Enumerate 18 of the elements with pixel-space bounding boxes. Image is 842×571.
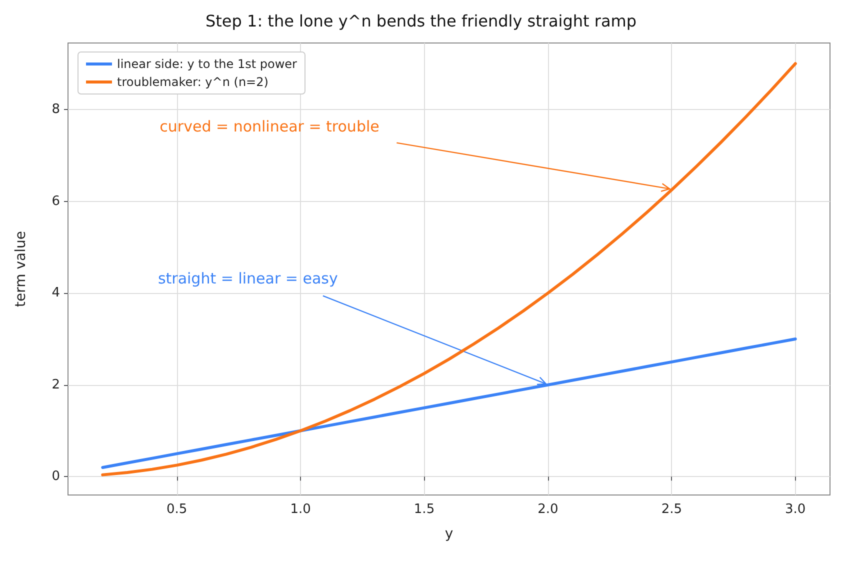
legend-label: troublemaker: y^n (n=2): [117, 75, 268, 89]
x-tick-label: 1.0: [290, 502, 311, 517]
chart-title: Step 1: the lone y^n bends the friendly straight ramp: [206, 12, 636, 30]
x-tick-label: 2.5: [661, 502, 682, 517]
legend-label: linear side: y to the 1st power: [117, 57, 298, 71]
annotation: straight = linear = easy: [158, 269, 338, 288]
annotation: curved = nonlinear = trouble: [160, 117, 380, 136]
y-tick-label: 0: [52, 469, 60, 484]
y-tick-label: 6: [52, 194, 60, 209]
y-tick-label: 4: [52, 286, 60, 301]
x-tick-label: 3.0: [785, 502, 806, 517]
y-tick-label: 2: [52, 377, 60, 392]
x-tick-label: 0.5: [166, 502, 188, 517]
y-axis-title: term value: [13, 231, 29, 307]
x-tick-label: 2.0: [538, 502, 558, 517]
x-axis-title: y: [444, 526, 454, 542]
x-tick-label: 1.5: [414, 502, 435, 517]
y-tick-label: 8: [52, 102, 60, 118]
